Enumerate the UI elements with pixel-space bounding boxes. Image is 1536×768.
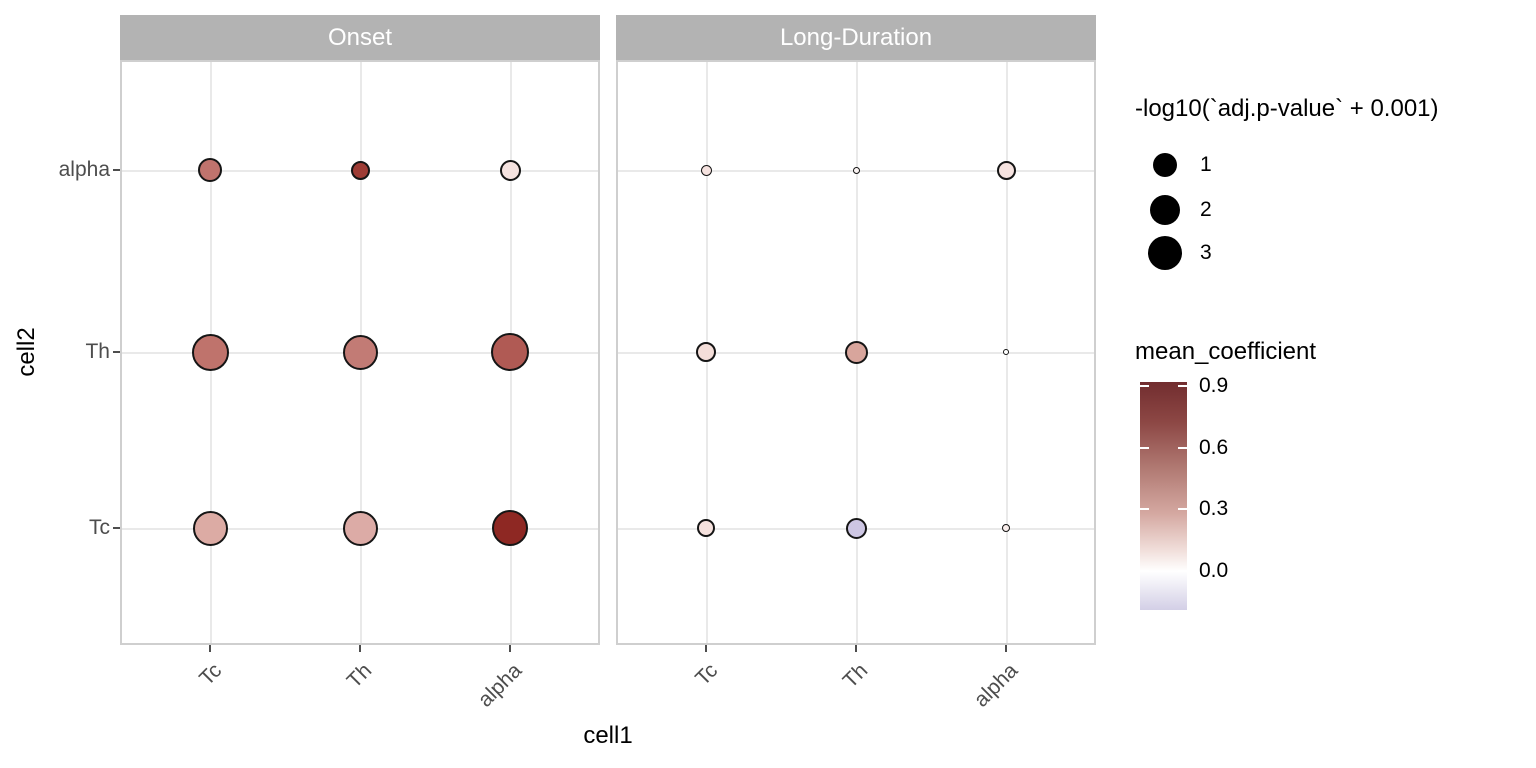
size-legend-key-label: 1 [1200,153,1212,176]
size-legend-key-dot [1148,236,1182,270]
size-legend-key-dot [1150,195,1180,225]
data-point [697,519,715,537]
colorbar-tick-label: 0.6 [1199,436,1229,459]
colorbar-tick-label: 0.9 [1199,374,1229,397]
data-point [491,333,529,371]
colorbar-tick-right [1178,508,1187,510]
data-point [192,510,228,546]
size-legend-key-label: 3 [1200,241,1212,264]
size-legend-title: -log10(`adj.p-value` + 0.001) [1135,95,1439,122]
data-point [342,510,378,546]
data-point [844,340,868,364]
facet-strip-label: Onset [327,23,393,51]
facet-strip-onset: Onset [120,15,600,60]
x-axis-tick [509,645,511,652]
data-point [700,164,712,176]
data-point [845,517,867,539]
x-axis-tick-label: Th [342,659,377,693]
colorbar-tick-left [1140,447,1149,449]
x-axis-tick [855,645,857,652]
y-axis-tick [113,169,120,171]
data-point [852,166,860,174]
x-axis-tick-label: alpha [473,659,527,712]
size-legend-key-dot [1153,153,1177,177]
x-axis-tick [359,645,361,652]
x-axis-tick-label: Tc [195,659,227,691]
data-point [996,160,1016,180]
data-point [1003,349,1009,355]
color-legend-gradient-bar [1140,382,1187,610]
colorbar-tick-left [1140,508,1149,510]
size-legend-key-label: 2 [1200,198,1212,221]
data-point [499,159,521,181]
colorbar-tick-right [1178,570,1187,572]
colorbar-tick-left [1140,570,1149,572]
facet-strip-long-duration: Long-Duration [616,15,1096,60]
color-legend-title: mean_coefficient [1135,338,1317,365]
y-axis-tick-label: alpha [58,158,110,181]
y-axis-tick-label: Tc [89,516,110,539]
data-point [696,342,716,362]
data-point [342,334,378,370]
x-axis-tick-label: alpha [969,659,1023,712]
x-axis-tick-label: Tc [691,659,723,691]
y-axis-tick-label: Th [85,340,110,363]
data-point [350,160,370,180]
colorbar-tick-right [1178,447,1187,449]
colorbar-tick-label: 0.0 [1199,559,1229,582]
data-point [191,333,229,371]
data-point [492,510,528,546]
data-point [1002,524,1010,532]
colorbar-tick-label: 0.3 [1199,497,1229,520]
colorbar-tick-left [1140,385,1149,387]
x-axis-title: cell1 [583,722,633,749]
x-axis-tick-label: Th [838,659,873,693]
x-axis-tick [1005,645,1007,652]
x-axis-tick [209,645,211,652]
x-axis-tick [705,645,707,652]
y-axis-tick [113,351,120,353]
facet-strip-label: Long-Duration [779,23,933,51]
data-point [198,158,222,182]
y-axis-tick [113,527,120,529]
colorbar-tick-right [1178,385,1187,387]
